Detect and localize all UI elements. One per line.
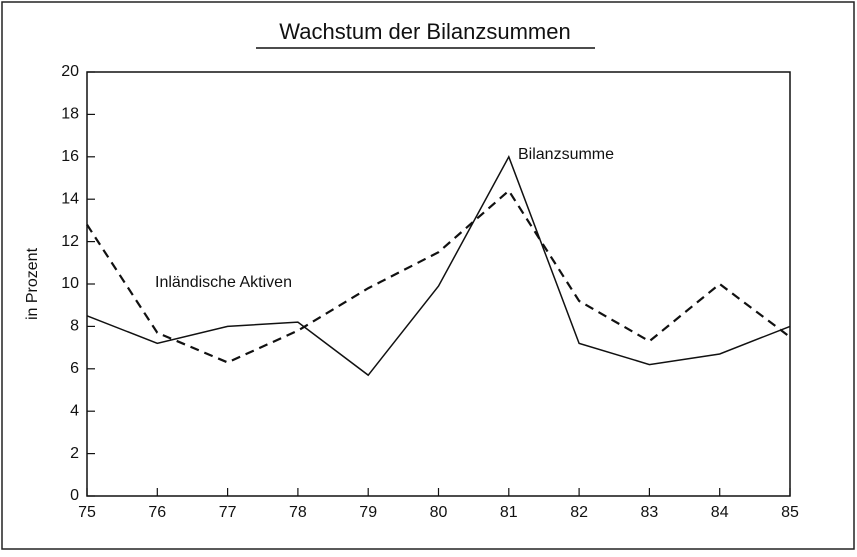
y-tick-label: 20 (61, 63, 79, 80)
x-tick-label: 77 (219, 504, 237, 521)
x-tick-label: 83 (641, 504, 659, 521)
line-series (86, 189, 791, 364)
x-tick-label: 75 (78, 504, 96, 521)
x-tick-label: 76 (148, 504, 166, 521)
y-tick-label: 6 (70, 360, 79, 377)
y-tick-label: 4 (70, 402, 79, 419)
x-tick-label: 80 (430, 504, 448, 521)
y-tick-label: 14 (61, 190, 79, 207)
line-series (86, 155, 791, 377)
y-tick-label: 8 (70, 318, 79, 335)
y-tick-label: 10 (61, 275, 79, 292)
x-tick-label: 84 (711, 504, 729, 521)
x-tick-label: 85 (781, 504, 799, 521)
chart-title: Wachstum der Bilanzsummen (279, 19, 570, 44)
y-tick-label: 16 (61, 148, 79, 165)
x-tick-label: 78 (289, 504, 307, 521)
series-label: Inländische Aktiven (155, 274, 292, 291)
x-tick-label: 81 (500, 504, 518, 521)
x-tick-label: 82 (570, 504, 588, 521)
y-axis-label: in Prozent (24, 247, 41, 320)
y-tick-label: 2 (70, 445, 79, 462)
x-tick-label: 79 (359, 504, 377, 521)
y-tick-label: 18 (61, 106, 79, 123)
y-tick-label: 0 (70, 487, 79, 504)
y-tick-label: 12 (61, 233, 79, 250)
series-label: Bilanzsumme (518, 146, 614, 163)
